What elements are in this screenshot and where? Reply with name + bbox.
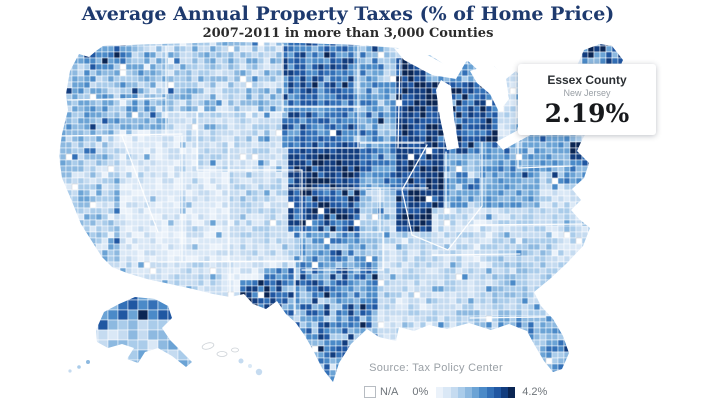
tooltip-tax-value: 2.19% xyxy=(544,99,630,128)
na-label: N/A xyxy=(380,386,399,398)
county-tooltip: Essex County New Jersey 2.19% xyxy=(518,64,656,135)
tooltip-county-name: Essex County xyxy=(547,73,627,87)
aleutian-islands xyxy=(68,360,90,373)
tooltip-state-name: New Jersey xyxy=(563,88,611,98)
legend-min-label: 0% xyxy=(412,386,429,398)
legend-max-label: 4.2% xyxy=(522,386,548,398)
state-borders xyxy=(57,43,593,319)
hawaii-inset[interactable] xyxy=(201,342,263,376)
legend-color-scale xyxy=(436,386,516,398)
alaska-inset[interactable] xyxy=(88,290,218,380)
na-swatch xyxy=(364,386,376,398)
map-legend: N/A 0% 4.2% xyxy=(364,385,547,399)
